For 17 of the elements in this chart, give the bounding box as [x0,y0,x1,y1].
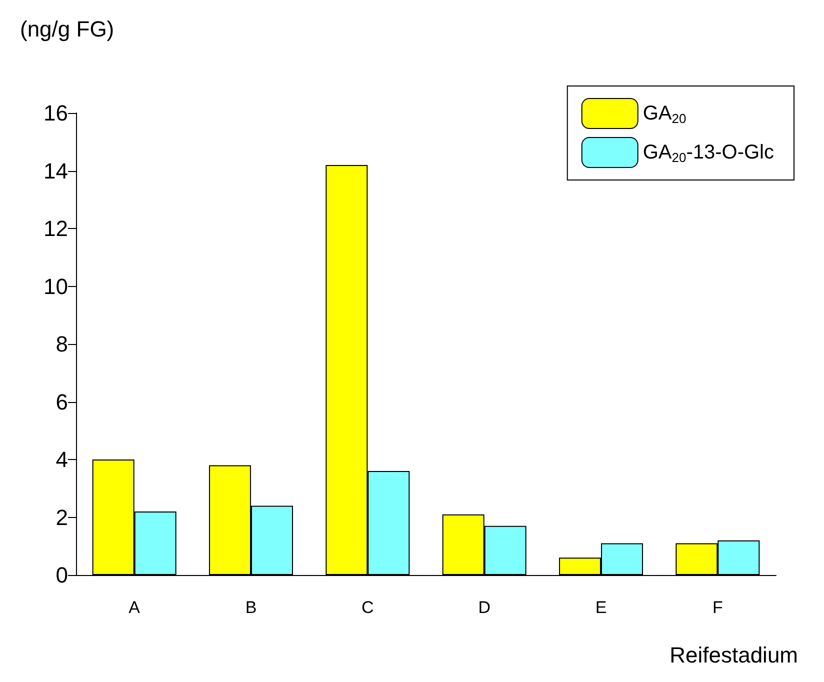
y-tick-label: 0 [56,562,68,588]
x-tick-label: E [595,598,607,617]
y-tick-label: 16 [44,100,68,126]
x-tick-label: C [362,598,374,617]
y-tick-label: 10 [44,274,68,299]
y-tick-label: 12 [44,216,68,241]
x-tick-label: A [128,598,141,617]
x-tick-label: F [712,598,723,617]
y-tick-label: 2 [56,504,68,530]
x-axis-title: Reifestadium [670,642,798,668]
y-tick-label: 4 [56,447,68,472]
y-tick-label: 14 [44,158,68,184]
y-axis-title: (ng/g FG) [20,16,114,42]
y-tick-label: 6 [56,389,68,414]
x-tick-label: D [478,598,490,617]
y-tick-label: 8 [56,332,68,356]
x-tick-label: B [245,598,257,617]
